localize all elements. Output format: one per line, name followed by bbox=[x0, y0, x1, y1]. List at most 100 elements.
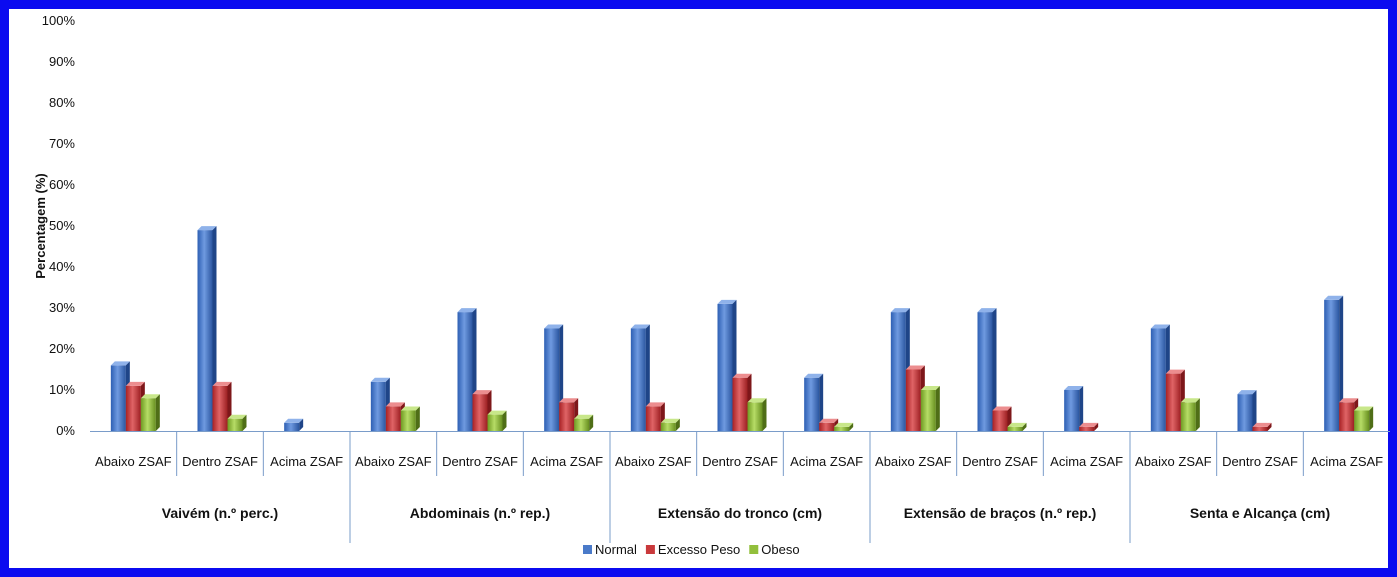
bar-top bbox=[472, 390, 492, 395]
bar bbox=[284, 418, 304, 431]
category-label: Dentro ZSAF bbox=[182, 454, 258, 469]
bar-top bbox=[1180, 398, 1200, 403]
bar-face bbox=[890, 312, 906, 431]
bar-side bbox=[212, 226, 217, 431]
category-label: Abaixo ZSAF bbox=[1135, 454, 1212, 469]
bar-top bbox=[487, 410, 507, 415]
legend-item: Normal bbox=[583, 542, 637, 557]
y-tick-label: 60% bbox=[49, 177, 75, 192]
bar-face bbox=[457, 312, 473, 431]
bar-top bbox=[890, 308, 910, 313]
bar-face bbox=[110, 365, 126, 431]
bar-face bbox=[834, 426, 850, 431]
bar-top bbox=[370, 377, 390, 382]
bar-top bbox=[544, 324, 564, 329]
y-tick-label: 50% bbox=[49, 218, 75, 233]
bar-top bbox=[125, 381, 145, 386]
bar bbox=[197, 226, 217, 431]
bar-top bbox=[905, 365, 925, 370]
bar-top bbox=[1324, 295, 1344, 300]
bar bbox=[1064, 386, 1084, 431]
legend-swatch bbox=[749, 545, 759, 554]
y-tick-label: 90% bbox=[49, 54, 75, 69]
group-label: Senta e Alcança (cm) bbox=[1190, 505, 1330, 521]
bar-face bbox=[1237, 394, 1253, 431]
category-label: Acima ZSAF bbox=[790, 454, 863, 469]
bar-face bbox=[1324, 299, 1340, 431]
legend-label: Normal bbox=[595, 542, 637, 557]
bar-face bbox=[125, 385, 141, 431]
bar-top bbox=[574, 414, 594, 419]
y-tick-label: 10% bbox=[49, 382, 75, 397]
bar-top bbox=[385, 402, 405, 407]
legend-item: Excesso Peso bbox=[645, 542, 740, 557]
legend-swatch bbox=[583, 545, 592, 554]
bar-face bbox=[977, 312, 993, 431]
bar-face bbox=[544, 328, 560, 431]
bar bbox=[747, 398, 767, 431]
bar-face bbox=[140, 398, 156, 431]
y-tick-label: 70% bbox=[49, 136, 75, 151]
bar bbox=[1079, 422, 1099, 431]
legend-label: Obeso bbox=[761, 542, 799, 557]
bar-face bbox=[197, 230, 213, 431]
bar-face bbox=[1007, 426, 1023, 431]
bar-face bbox=[227, 418, 243, 431]
bar-top bbox=[804, 373, 824, 378]
bar-top bbox=[977, 308, 997, 313]
bar-top bbox=[457, 308, 477, 313]
category-label: Dentro ZSAF bbox=[442, 454, 518, 469]
bar-face bbox=[385, 406, 401, 431]
bar-face bbox=[1165, 373, 1181, 431]
bar-face bbox=[559, 402, 575, 431]
bar-face bbox=[732, 377, 748, 431]
bar-top bbox=[834, 422, 854, 427]
bar-top bbox=[1079, 422, 1099, 427]
bar-face bbox=[1079, 426, 1095, 431]
bar-side bbox=[1079, 386, 1084, 431]
bar-top bbox=[732, 373, 752, 378]
bar-top bbox=[1354, 406, 1374, 411]
bar-face bbox=[487, 414, 503, 431]
category-label: Acima ZSAF bbox=[530, 454, 603, 469]
bar-top bbox=[1252, 422, 1272, 427]
category-label: Dentro ZSAF bbox=[1222, 454, 1298, 469]
bar-side bbox=[155, 394, 160, 431]
bar bbox=[660, 418, 680, 431]
bar bbox=[992, 406, 1012, 431]
bar-top bbox=[630, 324, 650, 329]
bar-top bbox=[1339, 398, 1359, 403]
legend-swatch bbox=[645, 545, 655, 554]
bar-side bbox=[299, 418, 304, 431]
bar-top bbox=[284, 418, 304, 423]
group-label: Abdominais (n.º rep.) bbox=[410, 505, 550, 521]
bar-top bbox=[717, 299, 737, 304]
bar-face bbox=[804, 377, 820, 431]
category-label: Acima ZSAF bbox=[1310, 454, 1383, 469]
bar-side bbox=[1339, 295, 1344, 431]
bar-face bbox=[660, 422, 676, 431]
bar-top bbox=[1150, 324, 1170, 329]
bar-side bbox=[1252, 390, 1257, 431]
bar-top bbox=[559, 398, 579, 403]
bar-side bbox=[992, 308, 997, 431]
y-tick-label: 80% bbox=[49, 95, 75, 110]
bar bbox=[920, 386, 940, 431]
category-label: Dentro ZSAF bbox=[702, 454, 778, 469]
bar-face bbox=[747, 402, 763, 431]
bar bbox=[227, 414, 247, 431]
bar-face bbox=[1354, 410, 1370, 431]
group-label: Extensão do tronco (cm) bbox=[658, 505, 822, 521]
bar-top bbox=[660, 418, 680, 423]
bar bbox=[487, 410, 507, 431]
bar-face bbox=[370, 381, 386, 431]
bar-side bbox=[1195, 398, 1200, 431]
bar-side bbox=[935, 386, 940, 431]
legend-item: Obeso bbox=[749, 542, 800, 557]
category-label: Abaixo ZSAF bbox=[615, 454, 692, 469]
bar-face bbox=[819, 422, 835, 431]
category-label: Abaixo ZSAF bbox=[355, 454, 432, 469]
bar-side bbox=[762, 398, 767, 431]
y-tick-label: 20% bbox=[49, 341, 75, 356]
